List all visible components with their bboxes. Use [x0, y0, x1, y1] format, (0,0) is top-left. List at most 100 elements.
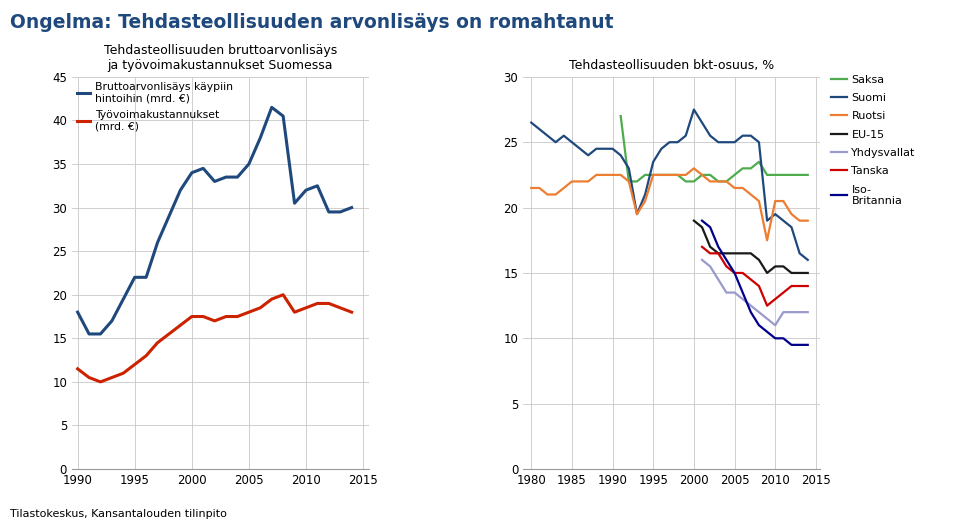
Line: Tanska: Tanska [702, 247, 807, 306]
Tanska [794, 283, 806, 289]
Ruotsi [542, 191, 553, 198]
Suomi [778, 217, 789, 224]
Suomi [794, 250, 806, 257]
Suomi [729, 139, 740, 145]
Suomi [631, 211, 643, 217]
Saksa [761, 172, 773, 178]
Suomi [689, 107, 700, 113]
Suomi [550, 139, 561, 145]
Suomi [598, 146, 610, 152]
Saksa [623, 178, 635, 184]
Suomi [705, 132, 716, 139]
Saksa [672, 172, 684, 178]
Saksa [785, 172, 797, 178]
Iso-
Britannia [720, 257, 732, 263]
Saksa [647, 172, 659, 178]
Ruotsi [696, 172, 708, 178]
Ruotsi [623, 178, 635, 184]
Saksa [689, 178, 700, 184]
Ruotsi [737, 185, 748, 191]
EU-15 [753, 257, 764, 263]
Ruotsi [647, 172, 659, 178]
Saksa [615, 113, 626, 119]
Iso-
Britannia [745, 309, 757, 315]
Ruotsi [745, 191, 757, 198]
Tanska [729, 270, 740, 276]
EU-15 [778, 263, 789, 270]
EU-15 [713, 250, 724, 257]
Suomi [582, 152, 594, 158]
Tanska [737, 270, 748, 276]
Ruotsi [598, 172, 610, 178]
Tanska [769, 296, 781, 302]
Iso-
Britannia [769, 335, 781, 341]
Saksa [696, 172, 708, 178]
Title: Tehdasteollisuuden bkt-osuus, %: Tehdasteollisuuden bkt-osuus, % [569, 58, 774, 72]
Saksa [664, 172, 675, 178]
Saksa [769, 172, 781, 178]
Suomi [769, 211, 781, 217]
Iso-
Britannia [729, 270, 740, 276]
Yhdysvallat [769, 322, 781, 329]
Yhdysvallat [745, 303, 757, 309]
Ruotsi [729, 185, 740, 191]
Saksa [656, 172, 667, 178]
Suomi [713, 139, 724, 145]
Saksa [729, 172, 740, 178]
Iso-
Britannia [802, 342, 813, 348]
Iso-
Britannia [713, 244, 724, 250]
Suomi [607, 146, 619, 152]
Yhdysvallat [720, 289, 732, 296]
Suomi [802, 257, 813, 263]
Ruotsi [802, 217, 813, 224]
Saksa [720, 178, 732, 184]
Saksa [680, 178, 691, 184]
Suomi [737, 132, 748, 139]
Tanska [745, 276, 757, 282]
Ruotsi [640, 198, 651, 204]
Suomi [672, 139, 684, 145]
Line: Ruotsi: Ruotsi [531, 169, 807, 240]
Yhdysvallat [785, 309, 797, 315]
Saksa [705, 172, 716, 178]
EU-15 [705, 244, 716, 250]
Suomi [720, 139, 732, 145]
Ruotsi [550, 191, 561, 198]
Suomi [647, 158, 659, 165]
Iso-
Britannia [794, 342, 806, 348]
Yhdysvallat [794, 309, 806, 315]
Line: Suomi: Suomi [531, 110, 807, 260]
Saksa [713, 178, 724, 184]
Saksa [631, 178, 643, 184]
Suomi [591, 146, 602, 152]
Title: Tehdasteollisuuden bruttoarvonlisäys
ja työvoimakustannukset Suomessa: Tehdasteollisuuden bruttoarvonlisäys ja … [104, 43, 337, 72]
EU-15 [794, 270, 806, 276]
EU-15 [729, 250, 740, 257]
Ruotsi [794, 217, 806, 224]
Ruotsi [526, 185, 537, 191]
Ruotsi [591, 172, 602, 178]
EU-15 [802, 270, 813, 276]
Legend: Bruttoarvonlisäys käypiin
hintoihin (mrd. €), Työvoimakustannukset
(mrd. €): Bruttoarvonlisäys käypiin hintoihin (mrd… [78, 82, 233, 132]
Yhdysvallat [705, 263, 716, 270]
Yhdysvallat [761, 315, 773, 322]
Suomi [615, 152, 626, 158]
Suomi [745, 132, 757, 139]
EU-15 [737, 250, 748, 257]
Saksa [778, 172, 789, 178]
Suomi [558, 132, 570, 139]
Ruotsi [778, 198, 789, 204]
Ruotsi [753, 198, 764, 204]
EU-15 [785, 270, 797, 276]
Iso-
Britannia [761, 329, 773, 335]
Suomi [574, 146, 586, 152]
EU-15 [720, 250, 732, 257]
Line: Saksa: Saksa [620, 116, 807, 181]
EU-15 [696, 224, 708, 231]
Yhdysvallat [696, 257, 708, 263]
Ruotsi [656, 172, 667, 178]
Ruotsi [607, 172, 619, 178]
Ruotsi [533, 185, 545, 191]
Legend: Saksa, Suomi, Ruotsi, EU-15, Yhdysvallat, Tanska, Iso-
Britannia: Saksa, Suomi, Ruotsi, EU-15, Yhdysvallat… [831, 75, 916, 206]
Suomi [640, 191, 651, 198]
